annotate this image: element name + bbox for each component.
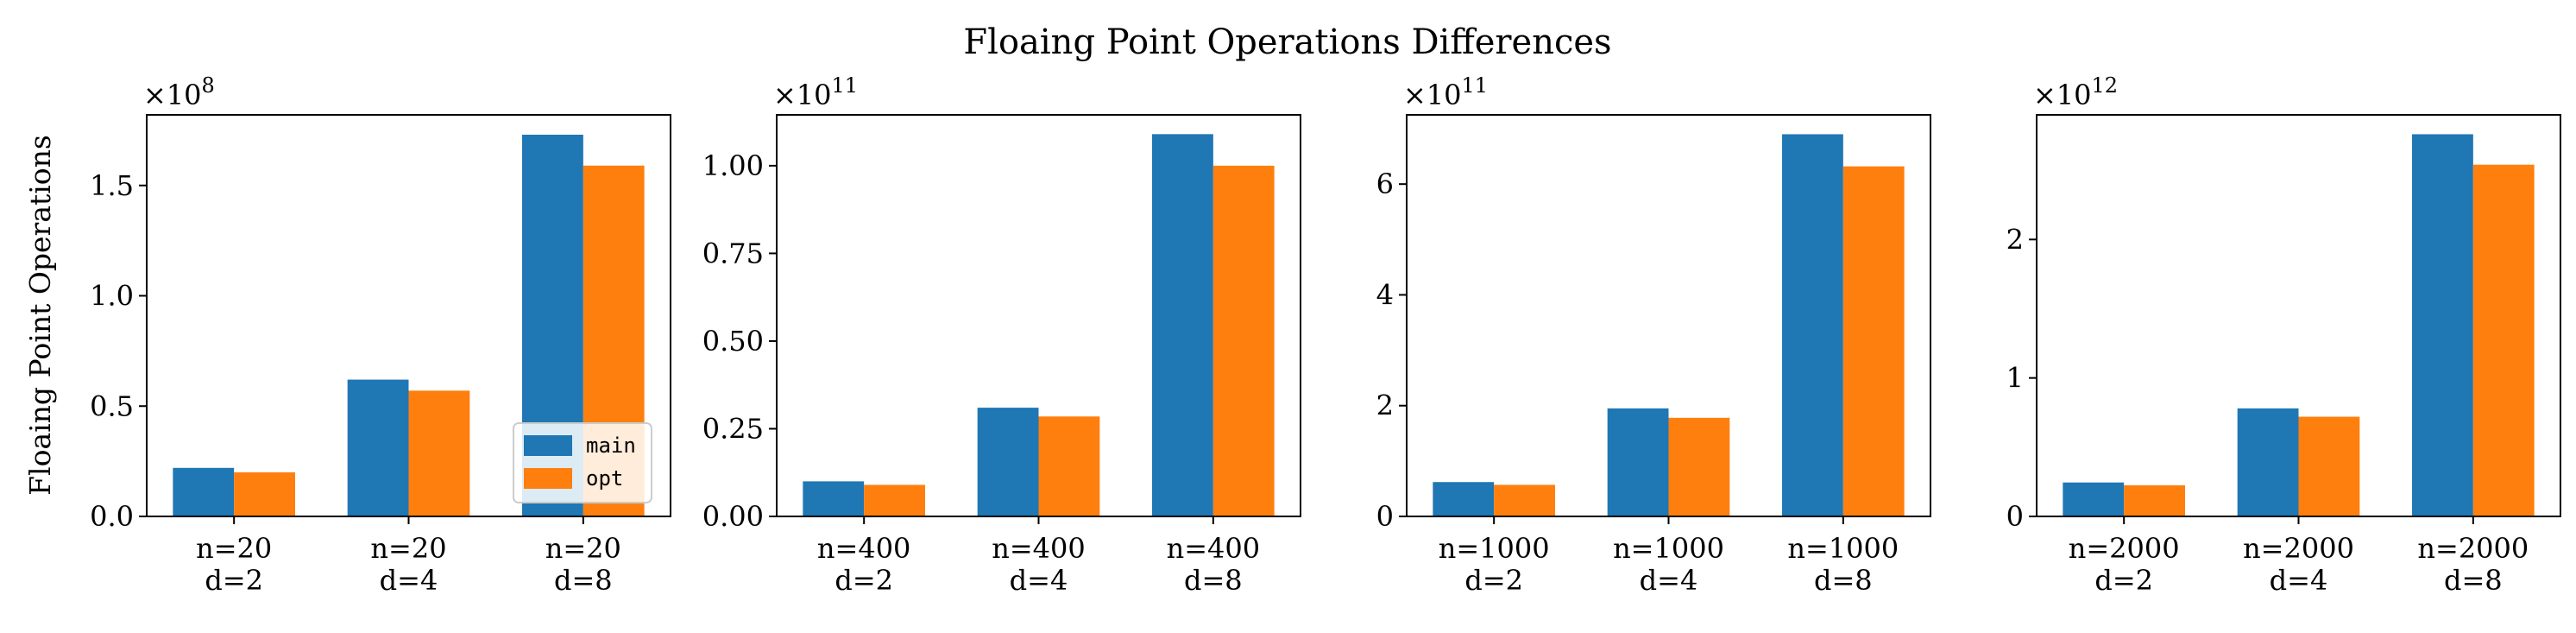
bar-opt-1 [864, 484, 925, 516]
bar-opt-3 [1842, 166, 1905, 516]
x-tick-label: d=2 [835, 564, 893, 597]
x-tick-label: n=400 [817, 532, 911, 565]
axis-multiplier: ×1012 [2033, 73, 2118, 111]
y-tick-label: 0.00 [702, 500, 764, 533]
legend-label-opt: opt [586, 466, 623, 491]
legend: main opt [513, 422, 652, 503]
bar-main-2 [347, 379, 409, 516]
subplot-group: 0.00.51.01.5n=20d=2n=20d=4n=20d=8×108mai… [90, 73, 2561, 597]
y-tick-label: 2 [2006, 223, 2024, 256]
multiplier-exponent: 8 [202, 73, 215, 98]
bar-opt-3 [2472, 164, 2535, 516]
bar-main-2 [1607, 408, 1669, 516]
bar-main-1 [173, 467, 235, 516]
bar-main-2 [977, 408, 1039, 516]
figure-title: Floaing Point Operations Differences [963, 22, 1611, 62]
legend-label-main: main [586, 434, 636, 458]
y-tick-label: 2 [1376, 389, 1394, 422]
y-tick-label: 4 [1376, 278, 1394, 311]
multiplier-exponent: 12 [2092, 73, 2119, 98]
bar-main-1 [803, 481, 865, 516]
axis-multiplier: ×1011 [1403, 73, 1488, 111]
x-tick-label: d=8 [554, 564, 613, 597]
x-tick-label: n=20 [545, 532, 621, 565]
legend-swatch-opt [524, 468, 572, 489]
multiplier-exponent: 11 [1462, 73, 1489, 98]
bar-opt-2 [1668, 417, 1730, 516]
multiplier-base: ×10 [1403, 79, 1462, 111]
bar-opt-1 [2124, 484, 2185, 516]
axis-multiplier: ×108 [143, 73, 215, 111]
y-tick-label: 1.5 [90, 169, 134, 202]
x-tick-label: d=4 [1010, 564, 1068, 597]
bar-opt-3 [1212, 165, 1275, 516]
x-tick-label: d=2 [1464, 564, 1523, 597]
x-tick-label: n=2000 [2069, 532, 2180, 565]
y-tick-label: 0 [1376, 500, 1394, 533]
bar-opt-2 [2298, 416, 2360, 516]
y-tick-label: 1.0 [90, 280, 134, 313]
x-tick-label: d=4 [2270, 564, 2328, 597]
y-tick-label: 1 [2006, 362, 2024, 395]
multiplier-base: ×10 [773, 79, 832, 111]
subplot-2: 0.000.250.500.751.00n=400d=2n=400d=4n=40… [702, 73, 1301, 597]
bar-main-3 [1152, 134, 1213, 516]
x-tick-label: n=20 [370, 532, 446, 565]
multiplier-base: ×10 [2033, 79, 2092, 111]
x-tick-label: n=2000 [2417, 532, 2529, 565]
y-tick-label: 0.5 [90, 389, 134, 422]
x-tick-label: d=4 [380, 564, 438, 597]
bar-main-3 [1782, 134, 1843, 516]
bar-opt-2 [408, 390, 470, 516]
bar-main-3 [2412, 134, 2473, 516]
bar-main-1 [2063, 482, 2125, 516]
subplot-1: 0.00.51.01.5n=20d=2n=20d=4n=20d=8×108mai… [90, 73, 671, 597]
multiplier-exponent: 11 [832, 73, 859, 98]
multiplier-base: ×10 [143, 79, 202, 111]
y-tick-label: 1.00 [702, 149, 764, 182]
x-tick-label: d=2 [205, 564, 263, 597]
bar-main-2 [2237, 408, 2299, 516]
x-tick-label: n=400 [992, 532, 1086, 565]
x-tick-label: n=1000 [1439, 532, 1550, 565]
axis-multiplier: ×1011 [773, 73, 858, 111]
x-tick-label: n=1000 [1787, 532, 1899, 565]
legend-swatch-main [524, 435, 572, 456]
x-tick-label: n=400 [1167, 532, 1261, 565]
bar-opt-2 [1038, 416, 1100, 516]
y-tick-label: 0.25 [702, 412, 764, 445]
y-tick-label: 0 [2006, 500, 2024, 533]
x-tick-label: d=8 [1184, 564, 1243, 597]
x-tick-label: d=8 [2444, 564, 2503, 597]
x-tick-label: d=4 [1640, 564, 1698, 597]
y-tick-label: 0.50 [702, 325, 764, 358]
x-tick-label: d=2 [2094, 564, 2153, 597]
x-tick-label: n=20 [196, 532, 272, 565]
y-axis-label: Floaing Point Operations [23, 135, 57, 496]
y-tick-label: 6 [1376, 168, 1394, 200]
bar-opt-1 [1494, 484, 1555, 516]
bar-main-1 [1433, 482, 1495, 516]
y-tick-label: 0.75 [702, 237, 764, 269]
y-tick-label: 0.0 [90, 500, 134, 533]
bar-opt-1 [234, 472, 295, 516]
x-tick-label: n=1000 [1613, 532, 1724, 565]
x-tick-label: n=2000 [2243, 532, 2354, 565]
x-tick-label: d=8 [1814, 564, 1873, 597]
